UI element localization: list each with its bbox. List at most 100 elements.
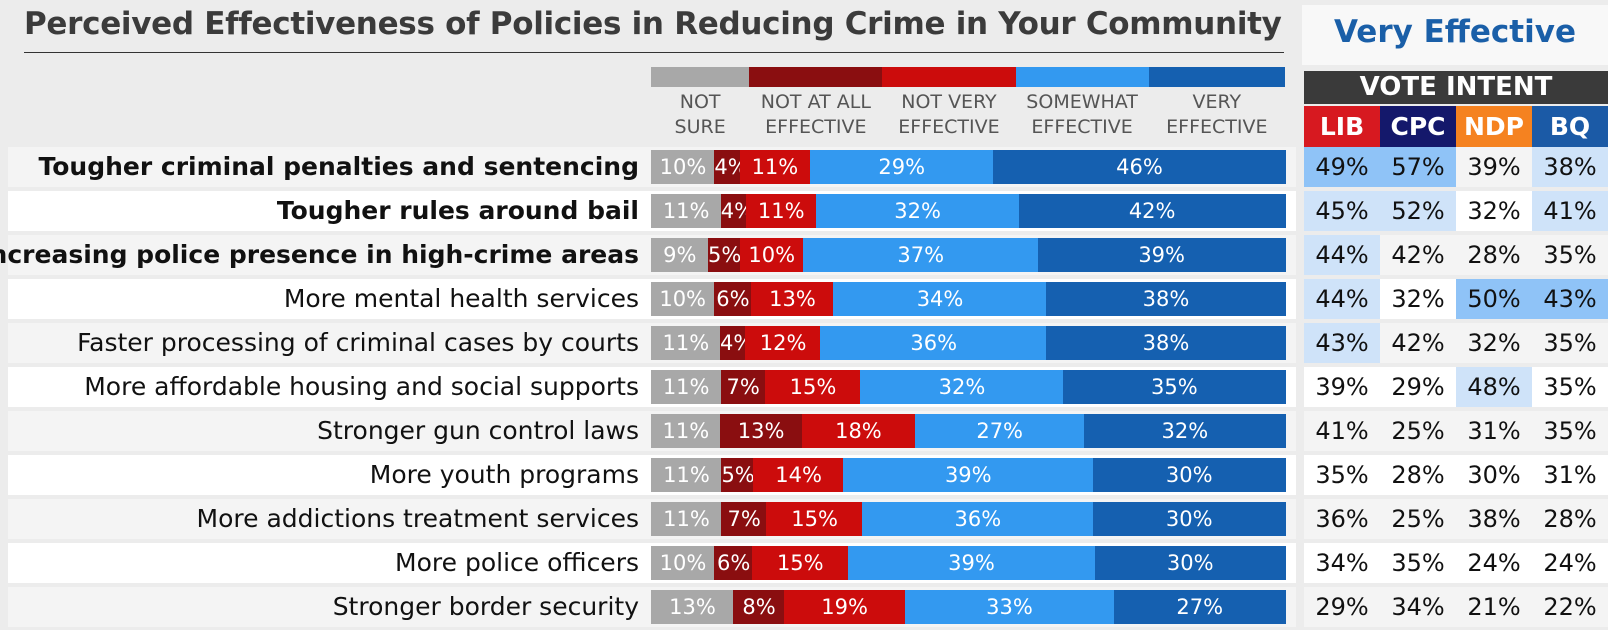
bar-segment: 5% (721, 458, 755, 492)
bar-segment: 37% (803, 238, 1039, 272)
category-label: Increasing police presence in high-crime… (0, 240, 639, 269)
legend-label: VERY EFFECTIVE (1166, 91, 1268, 138)
table-cell: 31% (1456, 411, 1532, 451)
table-cell: 36% (1304, 499, 1380, 539)
table-cell: 28% (1532, 499, 1608, 539)
bar-segment: 4% (720, 194, 754, 228)
category-label: More addictions treatment services (196, 504, 639, 533)
table-cell: 43% (1532, 279, 1608, 319)
table-cell: 22% (1532, 587, 1608, 627)
bar-segment: 11% (651, 414, 721, 448)
category-label: Tougher criminal penalties and sentencin… (38, 152, 639, 181)
bar-segment: 10% (651, 282, 715, 316)
bar-segment: 13% (720, 414, 803, 448)
bar-segment: 11% (651, 458, 723, 492)
bar-segment: 11% (651, 502, 723, 536)
legend-swatch (882, 67, 1017, 87)
table-cell: 25% (1380, 411, 1456, 451)
table-cell: 28% (1456, 235, 1532, 275)
table-cell: 44% (1304, 279, 1380, 319)
bar-segment: 11% (739, 150, 811, 184)
side-panel-title: Very Effective (1334, 14, 1576, 50)
party-header: LIB (1304, 106, 1380, 147)
bar-segment: 34% (833, 282, 1048, 316)
table-cell: 32% (1456, 191, 1532, 231)
table-cell: 35% (1304, 455, 1380, 495)
bar-segment: 15% (766, 502, 863, 536)
table-cell: 39% (1456, 147, 1532, 187)
table-cell: 25% (1380, 499, 1456, 539)
category-label: Tougher rules around bail (276, 196, 639, 225)
bar-segment: 5% (708, 238, 741, 272)
table-cell: 21% (1456, 587, 1532, 627)
table-cell: 42% (1380, 323, 1456, 363)
category-label: More mental health services (283, 284, 639, 313)
bar-segment: 7% (720, 370, 766, 404)
table-cell: 31% (1532, 455, 1608, 495)
bar-segment: 30% (1092, 502, 1286, 536)
table-cell: 52% (1380, 191, 1456, 231)
bar-segment: 30% (1094, 546, 1286, 580)
legend-label: NOT AT ALL EFFECTIVE (760, 91, 871, 138)
category-label: More affordable housing and social suppo… (84, 372, 639, 401)
category-label: Stronger gun control laws (317, 416, 639, 445)
side-panel-header-bg (1302, 5, 1608, 65)
table-cell: 30% (1456, 455, 1532, 495)
bar-segment: 7% (721, 502, 767, 536)
bar-segment: 6% (714, 546, 754, 580)
table-cell: 35% (1532, 323, 1608, 363)
legend-swatch (1015, 67, 1150, 87)
bar-segment: 10% (739, 238, 804, 272)
bar-segment: 15% (752, 546, 849, 580)
legend-label: NOT VERY EFFECTIVE (898, 91, 1000, 138)
bar-segment: 32% (860, 370, 1064, 404)
bar-segment: 38% (1046, 326, 1286, 360)
table-cell: 35% (1380, 543, 1456, 583)
table-cell: 24% (1456, 543, 1532, 583)
bar-segment: 27% (1113, 590, 1286, 624)
bar-segment: 12% (745, 326, 822, 360)
vote-intent-header: VOTE INTENT (1304, 71, 1608, 104)
table-cell: 43% (1304, 323, 1380, 363)
table-cell: 41% (1304, 411, 1380, 451)
table-cell: 49% (1304, 147, 1380, 187)
bar-segment: 10% (651, 150, 715, 184)
legend-label: NOT SURE (674, 91, 726, 138)
table-cell: 50% (1456, 279, 1532, 319)
table-cell: 29% (1304, 587, 1380, 627)
table-cell: 29% (1380, 367, 1456, 407)
bar-segment: 4% (720, 326, 753, 360)
legend-label: SOMEWHAT EFFECTIVE (1026, 91, 1138, 138)
bar-segment: 11% (651, 194, 722, 228)
table-cell: 57% (1380, 147, 1456, 187)
bar-segment: 38% (1046, 282, 1286, 316)
bar-segment: 35% (1063, 370, 1286, 404)
bar-segment: 36% (820, 326, 1048, 360)
table-cell: 38% (1532, 147, 1608, 187)
table-cell: 28% (1380, 455, 1456, 495)
bar-segment: 39% (1037, 238, 1286, 272)
category-label: More youth programs (369, 460, 639, 489)
bar-segment: 36% (862, 502, 1094, 536)
party-header: NDP (1456, 106, 1532, 147)
bar-segment: 13% (751, 282, 834, 316)
table-cell: 35% (1532, 235, 1608, 275)
category-label: Faster processing of criminal cases by c… (77, 328, 639, 357)
bar-segment: 33% (904, 590, 1115, 624)
chart-title: Perceived Effectiveness of Policies in R… (24, 6, 1282, 42)
bar-segment: 6% (713, 282, 753, 316)
bar-segment: 39% (847, 546, 1096, 580)
bar-segment: 27% (914, 414, 1085, 448)
category-label: More police officers (395, 548, 639, 577)
bar-segment: 32% (815, 194, 1020, 228)
bar-segment: 9% (651, 238, 709, 272)
legend-swatch (1148, 67, 1286, 87)
bar-segment: 11% (651, 326, 721, 360)
bar-segment: 39% (843, 458, 1094, 492)
table-cell: 38% (1456, 499, 1532, 539)
table-cell: 35% (1532, 367, 1608, 407)
bar-segment: 13% (651, 590, 735, 624)
table-cell: 41% (1532, 191, 1608, 231)
bar-segment: 8% (733, 590, 785, 624)
table-cell: 34% (1380, 587, 1456, 627)
